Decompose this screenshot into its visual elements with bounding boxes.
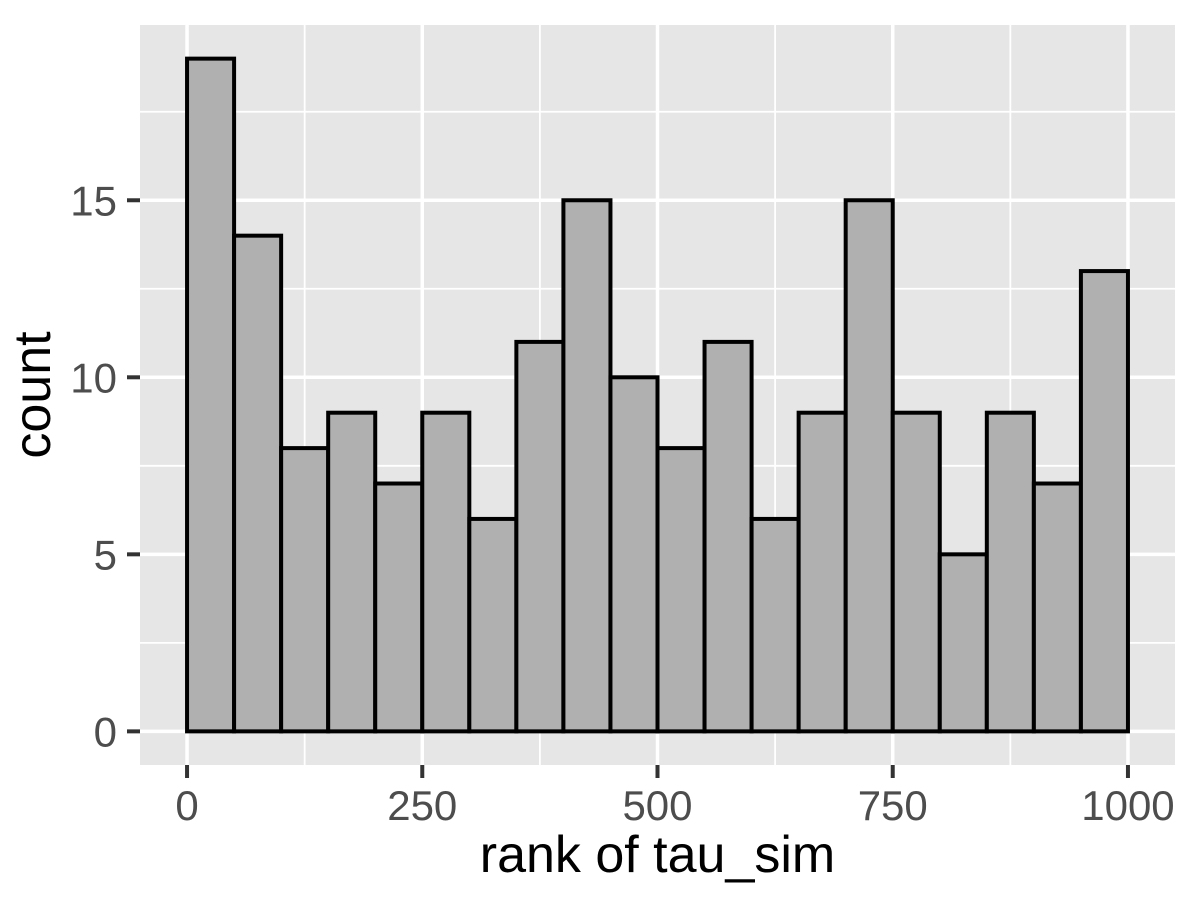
histogram-bar [232, 233, 284, 734]
y-axis-tick-label: 0 [94, 708, 117, 755]
histogram-bar [561, 198, 613, 734]
histogram-bar [655, 446, 707, 734]
x-axis-tick-label: 0 [175, 782, 198, 829]
histogram-bar [279, 446, 331, 734]
histogram-bar [843, 198, 895, 734]
axis-tick-labels: 0 250 500 750 1000 0 5 10 15 [70, 177, 1174, 829]
histogram-bar [467, 516, 519, 734]
histogram-bar [185, 56, 237, 734]
y-axis-tick-label: 10 [70, 354, 117, 401]
histogram-bar [326, 410, 378, 734]
x-axis-tick-label: 1000 [1081, 782, 1174, 829]
histogram-bar [608, 375, 660, 734]
histogram-bar [984, 410, 1036, 734]
axis-tick-marks [127, 198, 1130, 778]
x-axis-tick-label: 750 [858, 782, 928, 829]
y-axis-title: count [4, 331, 62, 459]
histogram-bar [373, 481, 425, 734]
histogram-bar [1031, 481, 1083, 734]
y-axis-tick-label: 15 [70, 177, 117, 224]
histogram-bar [1078, 269, 1130, 734]
histogram-bar [937, 552, 989, 734]
x-axis-tick-label: 250 [387, 782, 457, 829]
histogram-bars [185, 56, 1130, 734]
histogram-bar [702, 339, 754, 734]
histogram-bar [749, 516, 801, 734]
x-axis-tick-label: 500 [622, 782, 692, 829]
histogram-bar [796, 410, 848, 734]
histogram-bar [890, 410, 942, 734]
histogram-bar [514, 339, 566, 734]
histogram-bar [420, 410, 472, 734]
y-axis-tick-label: 5 [94, 531, 117, 578]
x-axis-title: rank of tau_sim [480, 826, 836, 884]
